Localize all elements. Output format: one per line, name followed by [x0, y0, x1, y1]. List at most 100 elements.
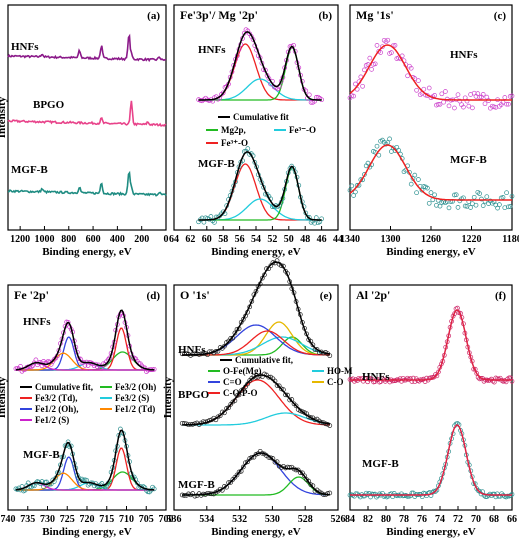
data-point — [374, 43, 380, 48]
data-point — [208, 214, 214, 219]
x-tick-label: 800 — [61, 234, 76, 245]
fit-component-line — [198, 163, 322, 221]
data-point — [426, 85, 432, 91]
x-tick-label: 62 — [185, 234, 195, 245]
data-point — [455, 92, 461, 98]
data-point — [327, 490, 333, 496]
data-point — [432, 192, 437, 198]
survey-series-line — [7, 33, 167, 63]
x-tick-label: 700 — [159, 514, 174, 525]
data-point — [325, 491, 331, 496]
x-tick-label: 735 — [20, 514, 35, 525]
legend-label: C-O — [327, 377, 344, 387]
legend-label: Fe³⁺-O — [221, 138, 248, 148]
sample-label: MGF-B — [198, 158, 235, 170]
sample-label: MGF-B — [362, 458, 399, 470]
fit-line — [349, 44, 512, 101]
data-point — [507, 204, 513, 209]
data-point — [433, 489, 438, 494]
legend-label: Fe3/2 (Td), — [35, 393, 78, 403]
legend-label: Fe3/2 (Oh) — [115, 382, 156, 392]
data-point — [372, 61, 378, 67]
x-tick-label: 534 — [199, 514, 214, 525]
fit-component-line — [15, 336, 155, 371]
data-point — [249, 454, 255, 460]
x-tick-label: 705 — [139, 514, 154, 525]
cumulative-fit-line — [15, 309, 155, 371]
data-point — [408, 65, 414, 71]
data-point — [455, 205, 461, 210]
data-point — [443, 89, 448, 94]
x-tick-label: 1260 — [421, 234, 441, 245]
sample-label: HNFs — [23, 316, 51, 328]
cumulative-fit-line — [15, 429, 155, 491]
x-axis-label: Binding energy, eV — [42, 246, 132, 258]
data-point — [201, 219, 207, 225]
data-point — [389, 50, 394, 55]
legend-label: Fe1/2 (Td) — [115, 404, 155, 414]
data-point — [509, 193, 515, 199]
data-point — [184, 351, 189, 357]
x-tick-label: 710 — [119, 514, 134, 525]
data-point — [217, 413, 223, 419]
data-point — [490, 491, 496, 497]
data-point — [276, 383, 282, 389]
sample-label: MGF-B — [178, 479, 215, 491]
data-point — [428, 190, 434, 195]
data-point — [226, 405, 231, 411]
plot-frame — [7, 4, 167, 231]
data-point — [474, 371, 480, 376]
data-point — [215, 414, 221, 420]
x-tick-label: 528 — [298, 514, 313, 525]
x-tick-label: 1220 — [462, 234, 482, 245]
data-point — [293, 403, 299, 409]
data-point — [349, 93, 355, 99]
plot-frame — [349, 284, 513, 511]
data-point — [310, 342, 316, 348]
data-point — [352, 493, 357, 499]
data-point — [376, 152, 382, 158]
sample-label: MGF-B — [450, 154, 487, 166]
data-point — [509, 93, 515, 99]
data-point — [51, 356, 57, 362]
cumulative-fit-line — [182, 261, 330, 356]
data-point — [491, 491, 497, 497]
data-point — [350, 376, 356, 382]
data-point — [268, 455, 274, 461]
data-point — [65, 439, 71, 445]
sample-label: BPGO — [178, 389, 210, 401]
y-axis-label: Intensity — [0, 96, 8, 138]
data-point — [408, 181, 414, 187]
data-point — [481, 493, 487, 498]
data-point — [416, 177, 421, 182]
data-point — [306, 92, 312, 98]
data-point — [234, 393, 240, 398]
x-tick-label: 80 — [381, 514, 391, 525]
data-point — [437, 101, 443, 107]
data-point — [505, 493, 510, 499]
data-point — [385, 37, 391, 43]
data-point — [464, 98, 470, 104]
x-tick-label: 84 — [345, 514, 355, 525]
data-point — [453, 192, 459, 198]
data-point — [462, 203, 468, 209]
data-point — [419, 187, 425, 193]
data-point — [134, 480, 140, 486]
x-axis-label: Binding energy, eV — [386, 526, 476, 538]
data-point — [414, 190, 419, 196]
panel-label: (f) — [495, 290, 506, 302]
data-point — [480, 92, 486, 97]
x-tick-label: 76 — [417, 514, 427, 525]
sample-label: HNFs — [178, 344, 206, 356]
data-point — [497, 202, 502, 207]
data-point — [319, 216, 324, 222]
data-point — [480, 203, 486, 208]
panel-b-fe3p-mg2p: 64 62 60 58 56 54 52 50 48 46 44 Binding energy, eV… — [169, 4, 343, 258]
sample-label: MGF-B — [11, 164, 48, 176]
x-tick-label: 78 — [399, 514, 409, 525]
fit-line — [349, 144, 512, 201]
x-tick-label: 46 — [317, 234, 327, 245]
data-point — [457, 98, 463, 104]
x-tick-label: 1300 — [381, 234, 401, 245]
data-point — [504, 190, 509, 196]
